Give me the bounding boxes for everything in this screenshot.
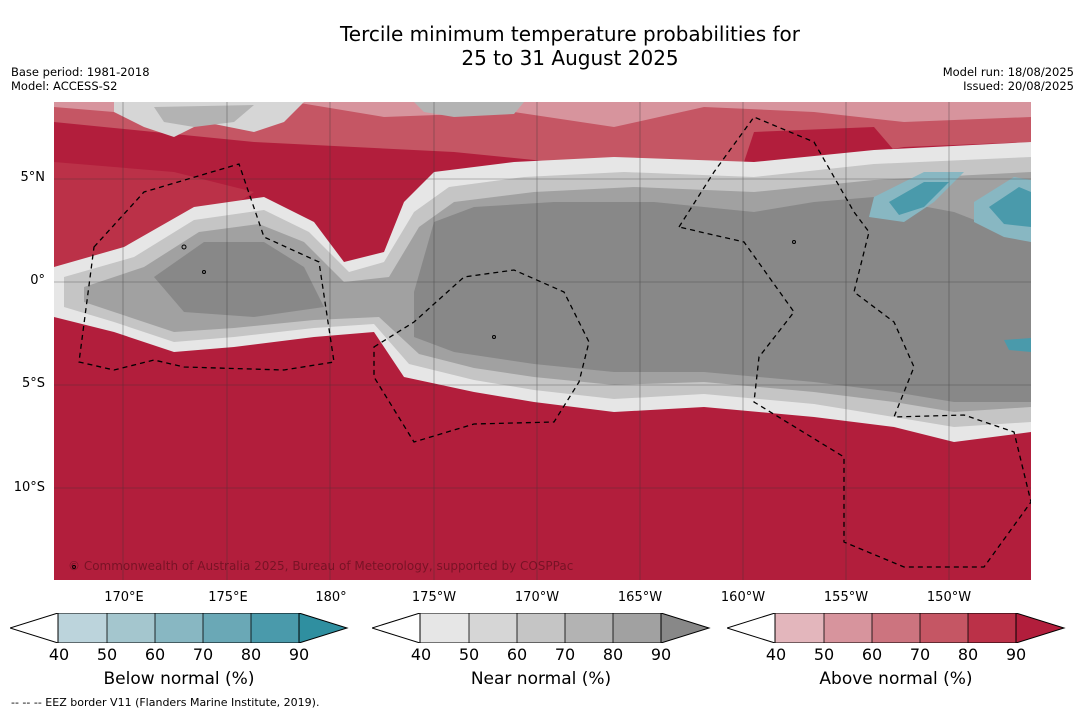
lat-label-10s: 10°S [13, 480, 45, 495]
meta-right: Model run: 18/08/2025 Issued: 20/08/2025 [943, 65, 1074, 93]
top-near-patch-3 [414, 102, 524, 117]
map-title: Tercile minimum temperature probabilitie… [0, 22, 1085, 70]
model-run-text: Model run: 18/08/2025 [942, 65, 1074, 79]
meta-left: Base period: 1981-2018 Model: ACCESS-S2 [11, 65, 150, 93]
lon-label-160w: 160°W [720, 590, 766, 605]
copyright-credit: © Commonwealth of Australia 2025, Bureau… [68, 559, 574, 573]
colorbar-near-bin-50 [469, 613, 517, 643]
colorbar-near-tick-50: 50 [458, 645, 480, 664]
map-canvas [54, 102, 1031, 580]
top-near-patch-2 [154, 105, 254, 127]
model-text: Model: ACCESS-S2 [11, 79, 118, 93]
lat-label-5n: 5°N [20, 170, 46, 185]
colorbar-above-tick-60: 60 [861, 645, 883, 664]
eez-borders [78, 116, 1031, 568]
colorbar-near-bin-70 [565, 613, 613, 643]
colorbar-below-tick-50: 50 [96, 645, 118, 664]
colorbar-below-bin-80 [251, 613, 299, 643]
near-90-central [414, 197, 1031, 402]
colorbar-below-upper-arrow [298, 613, 349, 643]
probability-map [54, 102, 1031, 580]
title-line-1: Tercile minimum temperature probabilitie… [339, 22, 801, 46]
lon-label-170e: 170°E [104, 590, 144, 605]
colorbar-above-tick-40: 40 [765, 645, 787, 664]
lat-label-5s: 5°S [21, 376, 45, 391]
colorbar-above-tick-90: 90 [1005, 645, 1027, 664]
colorbar-above-normal [727, 613, 1066, 643]
colorbar-below-bin-60 [155, 613, 203, 643]
colorbar-near-tick-70: 70 [554, 645, 576, 664]
colorbar-below-tick-70: 70 [192, 645, 214, 664]
lon-label-165w: 165°W [617, 590, 663, 605]
west-above [54, 162, 254, 272]
colorbar-below-bin-40 [58, 613, 107, 643]
colorbar-near-bin-80 [613, 613, 661, 643]
colorbar-above-bin-70 [920, 613, 968, 643]
colorbar-near-lower-arrow [372, 613, 421, 643]
below-patch-3 [1004, 338, 1031, 352]
colorbar-below-normal [10, 613, 349, 643]
eez-legend-note: -- -- -- EEZ border V11 (Flanders Marine… [11, 696, 320, 709]
colorbar-above-tick-70: 70 [909, 645, 931, 664]
graticule [54, 102, 1031, 580]
lon-label-150w: 150°W [926, 590, 972, 605]
lat-label-0: 0° [30, 273, 45, 288]
colorbar-below-tick-40: 40 [48, 645, 70, 664]
lon-label-175e: 175°E [208, 590, 248, 605]
colorbar-near-title: Near normal (%) [470, 669, 612, 689]
colorbar-below-bin-50 [107, 613, 155, 643]
colorbar-near-tick-60: 60 [506, 645, 528, 664]
colorbar-near-tick-90: 90 [650, 645, 672, 664]
colorbar-near-normal [372, 613, 711, 643]
colorbar-above-tick-80: 80 [957, 645, 979, 664]
colorbar-near-tick-80: 80 [602, 645, 624, 664]
colorbar-below-tick-90: 90 [288, 645, 310, 664]
colorbar-below-tick-80: 80 [240, 645, 262, 664]
near-90-west [154, 242, 324, 317]
islands [72, 240, 796, 569]
colorbar-below-title: Below normal (%) [103, 669, 255, 689]
band-above-50 [54, 102, 1031, 127]
colorbar-above-lower-arrow [727, 613, 776, 643]
colorbar-above-bin-80 [968, 613, 1016, 643]
lon-label-170w: 170°W [514, 590, 560, 605]
base-period-text: Base period: 1981-2018 [11, 65, 150, 79]
colorbar-below-lower-arrow [10, 613, 59, 643]
colorbar-above-tick-50: 50 [813, 645, 835, 664]
colorbar-above-bin-60 [872, 613, 920, 643]
colorbar-near-tick-40: 40 [410, 645, 432, 664]
colorbar-above-title: Above normal (%) [819, 669, 973, 689]
colorbar-near-bin-40 [420, 613, 469, 643]
colorbar-below-bin-70 [203, 613, 251, 643]
colorbar-near-upper-arrow [660, 613, 711, 643]
issued-text: Issued: 20/08/2025 [963, 79, 1074, 93]
lon-label-175w: 175°W [411, 590, 457, 605]
colorbar-below-tick-60: 60 [144, 645, 166, 664]
lon-label-180: 180° [315, 590, 347, 605]
colorbar-near-bin-60 [517, 613, 565, 643]
below-patch-1-core [889, 182, 949, 215]
colorbar-above-bin-50 [824, 613, 872, 643]
colorbar-above-upper-arrow [1015, 613, 1066, 643]
lon-label-155w: 155°W [823, 590, 869, 605]
colorbar-above-bin-40 [775, 613, 824, 643]
below-patch-2-core [989, 187, 1031, 227]
title-line-2: 25 to 31 August 2025 [461, 46, 679, 70]
